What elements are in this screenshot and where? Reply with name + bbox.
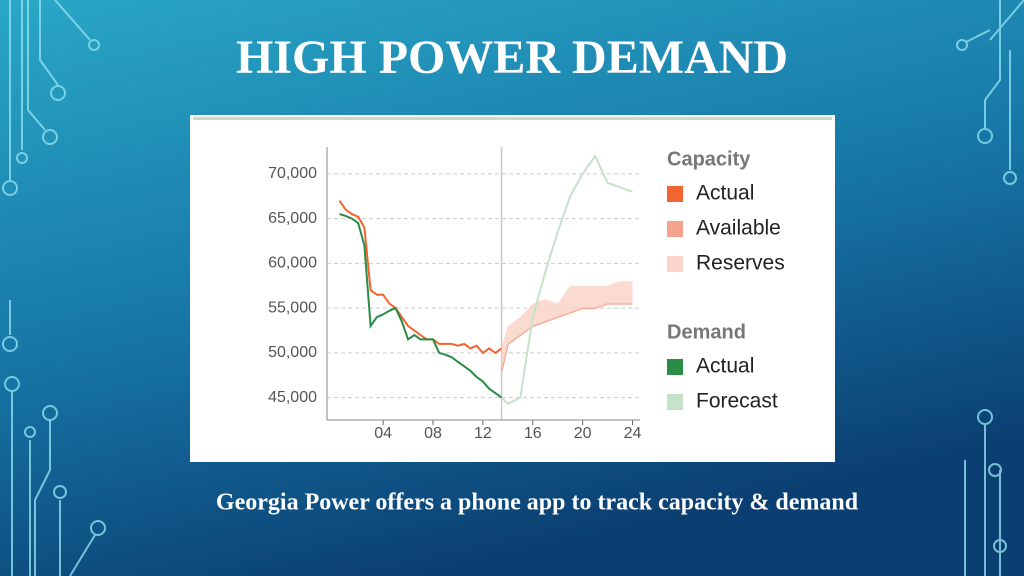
legend-label: Actual (696, 355, 754, 378)
y-tick-label: 45,000 (268, 389, 317, 406)
legend-group-title: Capacity (667, 148, 751, 170)
reserves-band (501, 281, 633, 371)
legend-swatch (667, 221, 683, 237)
series-line (338, 200, 503, 355)
legend-label: Reserves (696, 252, 785, 275)
x-tick-label: 20 (574, 425, 592, 442)
chart-top-rule (193, 117, 832, 120)
slide-title: HIGH POWER DEMAND (236, 31, 788, 84)
chart-panel (190, 115, 835, 462)
x-tick-label: 16 (524, 425, 542, 442)
legend-swatch (667, 394, 683, 410)
y-tick-label: 65,000 (268, 210, 317, 227)
caption: Georgia Power offers a phone app to trac… (216, 490, 859, 516)
legend-swatch (667, 256, 683, 272)
legend-label: Available (696, 217, 781, 240)
y-tick-label: 60,000 (268, 255, 317, 272)
legend-group-title: Demand (667, 321, 746, 343)
x-tick-label: 12 (474, 425, 492, 442)
series-line (339, 213, 503, 399)
legend-label: Actual (696, 182, 754, 205)
series-line (500, 154, 633, 406)
x-tick-label: 08 (424, 425, 442, 442)
x-tick-label: 24 (624, 425, 642, 442)
y-tick-label: 70,000 (268, 165, 317, 182)
legend-label: Forecast (696, 390, 778, 413)
legend-swatch (667, 186, 683, 202)
chart: 45,000 50,000 55,000 60,000 65,000 70,000 04 08… (268, 147, 785, 442)
x-tick-label: 04 (374, 425, 392, 442)
y-tick-label: 55,000 (268, 299, 317, 316)
y-tick-label: 50,000 (268, 344, 317, 361)
legend-swatch (667, 359, 683, 375)
